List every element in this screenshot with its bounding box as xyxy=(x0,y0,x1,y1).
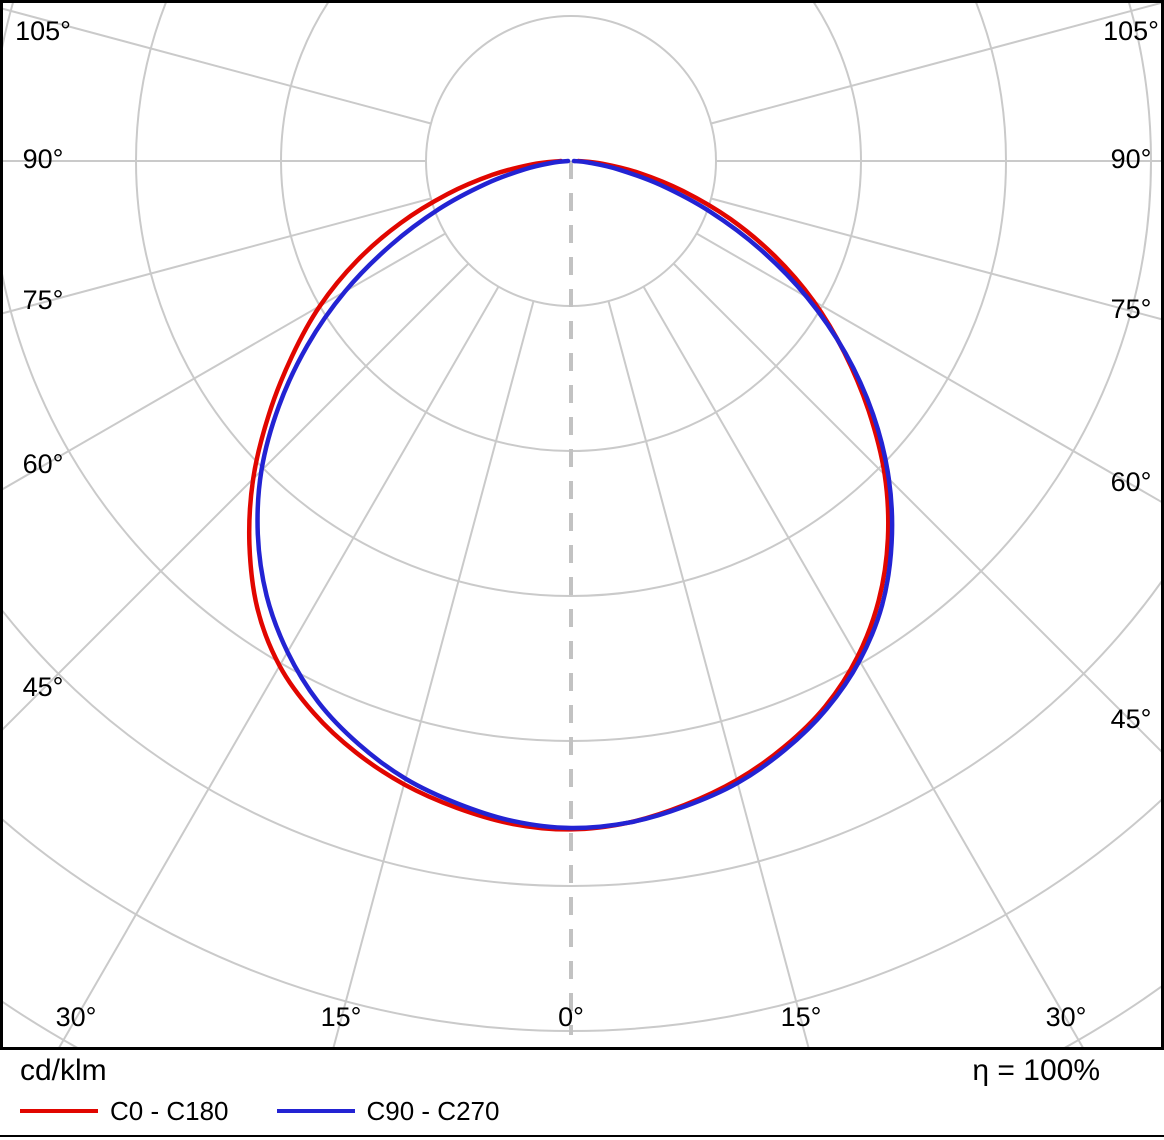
grid-ray xyxy=(710,197,1161,321)
angle-label: 45° xyxy=(1111,704,1152,734)
grid-ray xyxy=(710,3,1161,125)
grid-ray xyxy=(3,232,446,491)
grid-ray xyxy=(642,286,1084,1047)
footer-labels-row: cd/klm η = 100% xyxy=(20,1054,1144,1088)
grid-ray xyxy=(3,7,432,125)
legend-swatch-c0-c180 xyxy=(20,1109,98,1113)
angle-label: 75° xyxy=(23,285,64,315)
angle-label: 105° xyxy=(1103,16,1159,46)
angle-label: 15° xyxy=(321,1002,362,1032)
grid-ray xyxy=(672,262,1161,753)
grid-ring xyxy=(3,580,1161,887)
polar-plot-frame: 105° 90° 75° 60° 45° 30° 15° 0° 15° 30° 45° 60° 75° 9… xyxy=(0,0,1164,1050)
grid-ray xyxy=(607,300,810,1047)
angle-label: 60° xyxy=(1111,467,1152,497)
angle-label: 90° xyxy=(1111,144,1152,174)
grid-ray xyxy=(3,262,470,731)
angle-label: 105° xyxy=(15,16,71,46)
legend-label-c0-c180: C0 - C180 xyxy=(110,1096,229,1126)
angle-label: 30° xyxy=(1046,1002,1087,1032)
legend-swatch-c90-c270 xyxy=(276,1109,355,1113)
efficiency-label: η = 100% xyxy=(972,1054,1100,1087)
angle-label: 60° xyxy=(23,449,64,479)
grid-ray xyxy=(58,286,500,1047)
grid-ring xyxy=(3,3,1152,742)
chart-footer: cd/klm η = 100% C0 - C180 C90 - C270 xyxy=(0,1050,1164,1140)
footer-divider xyxy=(0,1135,1164,1137)
angle-label: 90° xyxy=(23,144,64,174)
unit-label: cd/klm xyxy=(20,1054,107,1087)
intensity-curve-1 xyxy=(255,158,895,831)
grid-ray xyxy=(3,197,432,315)
angle-label: 0° xyxy=(558,1002,584,1032)
grid-ray xyxy=(332,300,535,1047)
legend-label-c90-c270: C90 - C270 xyxy=(366,1096,500,1126)
grid-ring xyxy=(3,798,1161,1032)
angle-label: 45° xyxy=(23,672,64,702)
angle-label: 75° xyxy=(1111,294,1152,324)
legend: C0 - C180 C90 - C270 xyxy=(20,1097,1144,1125)
grid-ray xyxy=(696,232,1161,503)
angle-label: 15° xyxy=(781,1002,822,1032)
polar-chart-canvas: 105° 90° 75° 60° 45° 30° 15° 0° 15° 30° 45° 60° 75° 9… xyxy=(3,3,1161,1047)
angle-label: 30° xyxy=(56,1002,97,1032)
